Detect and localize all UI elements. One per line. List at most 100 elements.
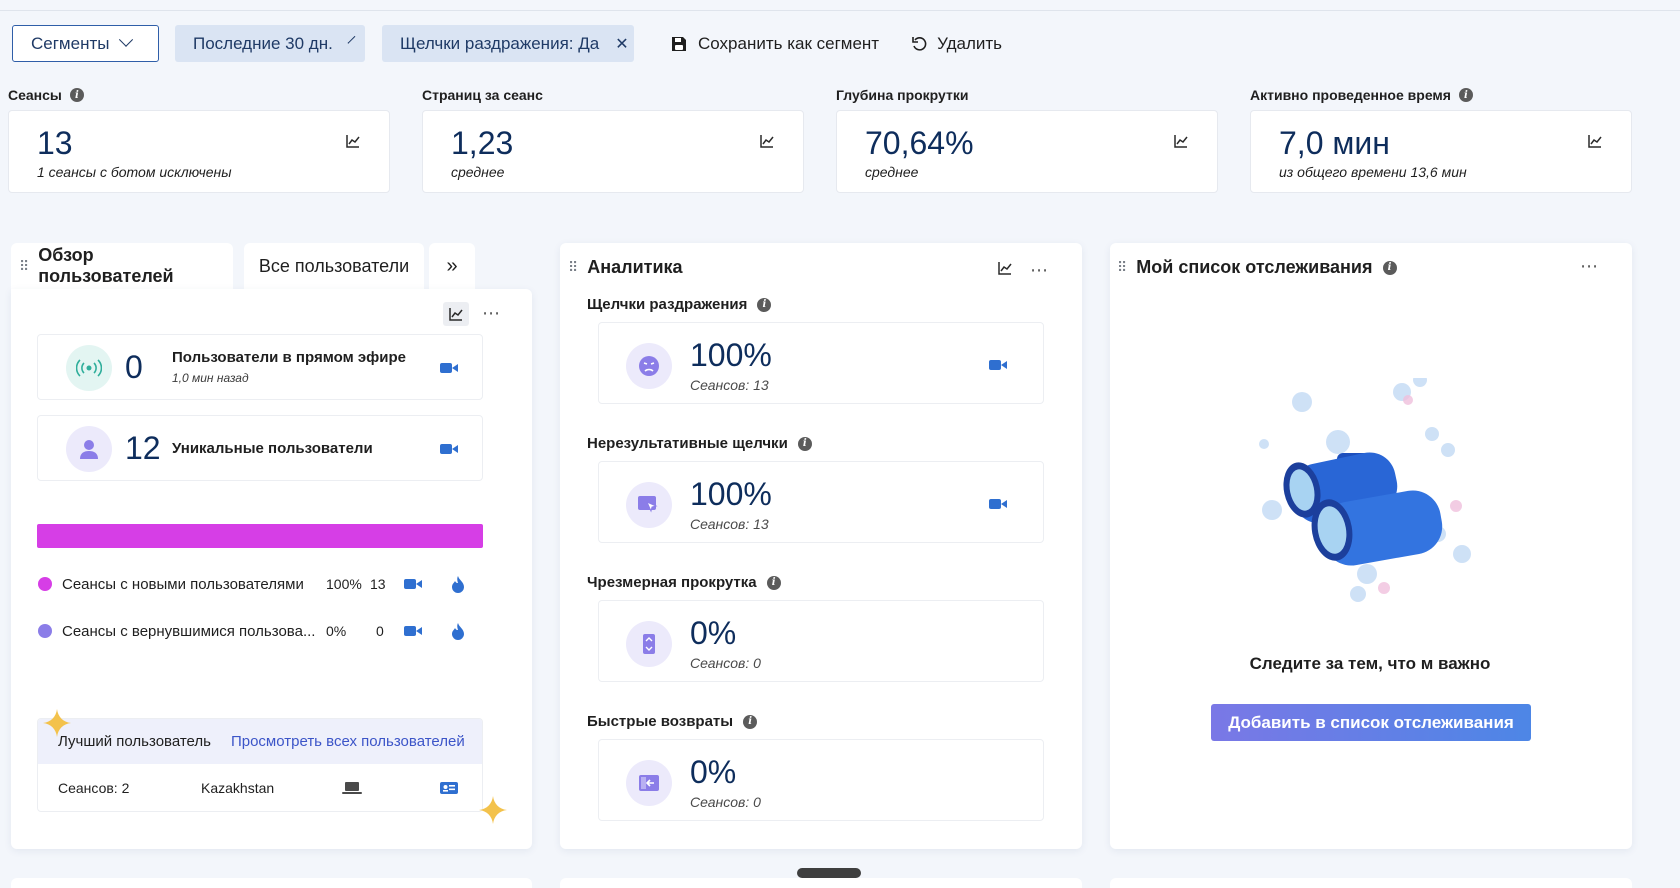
info-icon[interactable]: i [69, 88, 84, 102]
analytics-card-dead-clicks[interactable]: 100% Сеансов: 13 [598, 461, 1044, 543]
analytics-value: 0% [690, 754, 737, 790]
trend-chart-icon[interactable] [759, 133, 775, 149]
watchlist-header: ⠿ Мой список отслеживания i [1117, 257, 1397, 278]
unique-users-count: 12 [125, 430, 161, 466]
sparkle-icon [479, 796, 507, 824]
kpi-label-scroll: Глубина прокрутки [836, 87, 968, 103]
live-users-title: Пользователи в прямом эфире [172, 349, 406, 366]
legend-returning-users: Сеансы с вернувшимися пользова... 0% 0 [38, 621, 465, 641]
angry-face-icon [626, 343, 672, 389]
chart-toggle-button[interactable] [443, 302, 469, 326]
delete-button[interactable]: Удалить [911, 25, 1002, 62]
tab-label: Все пользователи [258, 255, 410, 276]
info-icon[interactable]: i [766, 575, 781, 590]
analytics-label-text: Щелчки раздражения [587, 296, 748, 313]
legend-pct: 0% [326, 623, 347, 639]
segments-dropdown[interactable]: Сегменты [12, 25, 159, 62]
resize-handle[interactable] [797, 868, 861, 878]
analytics-label-text: Нерезультативные щелчки [587, 435, 788, 452]
analytics-sub: Сеансов: 13 [690, 516, 769, 532]
drag-handle-icon[interactable]: ⠿ [1117, 259, 1127, 275]
save-segment-button[interactable]: Сохранить как сегмент [670, 25, 879, 62]
info-icon[interactable]: i [1458, 88, 1473, 102]
kpi-value: 7,0 мин [1279, 125, 1390, 161]
id-card-icon[interactable] [440, 781, 458, 795]
trend-chart-icon[interactable] [1587, 133, 1603, 149]
video-camera-icon[interactable] [989, 359, 1007, 371]
date-range-dropdown[interactable]: Последние 30 дн. [175, 25, 365, 62]
best-user-country: Kazakhstan [201, 780, 275, 796]
rage-click-filter-chip[interactable]: Щелчки раздражения: Да ✕ [382, 25, 634, 62]
analytics-value: 0% [690, 615, 737, 651]
scroll-icon [626, 621, 672, 667]
next-panel-top [560, 878, 1082, 888]
kpi-card-sessions[interactable]: 13 1 сеансы с ботом исключены [8, 110, 390, 193]
drag-handle-icon[interactable]: ⠿ [19, 257, 29, 274]
segments-label: Сегменты [31, 33, 110, 53]
legend-count: 0 [376, 623, 384, 639]
user-icon [66, 426, 112, 472]
analytics-card-quick-backs[interactable]: 0% Сеансов: 0 [598, 739, 1044, 821]
info-icon[interactable]: i [1382, 260, 1397, 275]
unique-users-card[interactable]: 12 Уникальные пользователи [37, 415, 483, 481]
kpi-value: 70,64% [865, 125, 974, 161]
kpi-sub: из общего времени 13,6 мин [1279, 164, 1467, 180]
undo-icon [912, 36, 927, 51]
legend-pct: 100% [326, 576, 362, 592]
best-user-sessions: Сеансов: 2 [58, 780, 130, 796]
kpi-card-pages[interactable]: 1,23 среднее [422, 110, 804, 193]
kpi-card-active-time[interactable]: 7,0 мин из общего времени 13,6 мин [1250, 110, 1632, 193]
info-icon[interactable]: i [743, 714, 758, 729]
add-to-watchlist-button[interactable]: Добавить в список отслеживания [1211, 704, 1531, 741]
next-panel-top [1110, 878, 1632, 888]
analytics-card-rage[interactable]: 100% Сеансов: 13 [598, 322, 1044, 404]
video-camera-icon[interactable] [404, 625, 422, 637]
kpi-sub: среднее [865, 164, 919, 180]
view-all-users-link[interactable]: Просмотреть всех пользователей [230, 733, 465, 750]
tab-users-overview[interactable]: ⠿ Обзор пользователей [11, 243, 233, 289]
tabs-overflow-button[interactable]: » [429, 243, 475, 289]
laptop-icon [342, 782, 362, 794]
new-users-share-bar [37, 524, 483, 548]
rage-click-filter-label: Щелчки раздражения: Да [400, 33, 600, 53]
more-options-icon[interactable]: ⋯ [1030, 260, 1049, 280]
drag-handle-icon[interactable]: ⠿ [568, 259, 578, 275]
analytics-sub: Сеансов: 0 [690, 794, 761, 810]
trend-chart-icon[interactable] [1173, 133, 1189, 149]
live-users-card[interactable]: 0 Пользователи в прямом эфире 1,0 мин на… [37, 334, 483, 400]
video-camera-icon[interactable] [989, 498, 1007, 510]
kpi-card-scroll[interactable]: 70,64% среднее [836, 110, 1218, 193]
kpi-sub: среднее [451, 164, 505, 180]
more-options-icon[interactable]: ⋯ [482, 303, 501, 323]
kpi-value: 13 [37, 125, 73, 161]
chevron-down-icon [119, 32, 134, 47]
info-icon[interactable]: i [797, 436, 812, 451]
analytics-label-text: Быстрые возвраты [587, 713, 734, 730]
more-options-icon[interactable]: ⋯ [1580, 256, 1599, 276]
tab-all-users[interactable]: Все пользователи [244, 243, 424, 289]
trend-chart-icon[interactable] [345, 133, 361, 149]
video-camera-icon[interactable] [440, 443, 458, 455]
top-divider [0, 0, 1680, 11]
best-user-row[interactable]: Сеансов: 2 Kazakhstan [38, 764, 482, 811]
watchlist-empty-text: Следите за тем, что м важно [1249, 654, 1491, 673]
heatmap-flame-icon[interactable] [451, 622, 465, 640]
analytics-card-excessive-scroll[interactable]: 0% Сеансов: 0 [598, 600, 1044, 682]
kpi-label-text: Сеансы [8, 87, 62, 103]
info-icon[interactable]: i [757, 297, 772, 312]
close-icon[interactable]: ✕ [615, 35, 629, 53]
video-camera-icon[interactable] [404, 578, 422, 590]
video-camera-icon[interactable] [440, 362, 458, 374]
legend-dot [38, 577, 52, 591]
filter-bar: Сегменты Последние 30 дн. Щелчки раздраж… [12, 25, 1002, 62]
trend-chart-icon[interactable] [997, 260, 1013, 276]
watchlist-title: Мой список отслеживания [1136, 257, 1373, 277]
date-range-label: Последние 30 дн. [193, 33, 333, 53]
analytics-sub: Сеансов: 13 [690, 377, 769, 393]
heatmap-flame-icon[interactable] [451, 575, 465, 593]
analytics-value: 100% [690, 476, 772, 512]
live-users-timestamp: 1,0 мин назад [172, 371, 249, 385]
trend-chart-icon [449, 308, 463, 321]
quick-back-icon [626, 760, 672, 806]
delete-label: Удалить [937, 33, 1003, 53]
